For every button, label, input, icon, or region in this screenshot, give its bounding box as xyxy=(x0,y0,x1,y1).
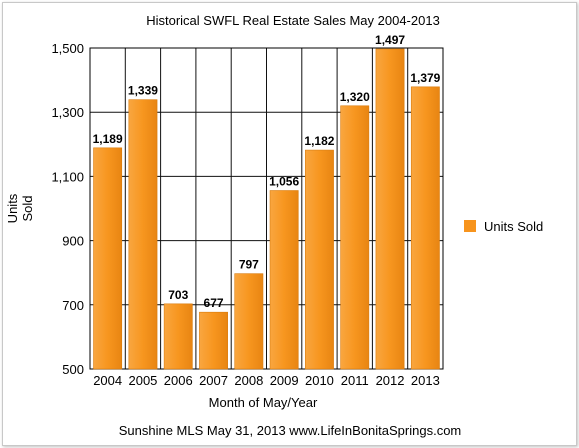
data-label: 1,497 xyxy=(375,33,405,47)
legend: Units Sold xyxy=(464,219,543,234)
y-tick-label: 1,500 xyxy=(51,41,84,56)
y-axis-ticks: 500 700 900 1,100 1,300 1,500 xyxy=(51,41,84,377)
x-tick-label: 2006 xyxy=(164,373,193,388)
y-tick-label: 1,300 xyxy=(51,105,84,120)
plot-border xyxy=(89,47,444,370)
data-label: 703 xyxy=(168,288,188,302)
data-label: 677 xyxy=(204,296,224,310)
chart: Historical SWFL Real Estate Sales May 20… xyxy=(5,13,543,438)
x-axis-ticks: 2004 2005 2006 2007 2008 2009 2010 2011 2012 2013 xyxy=(93,373,440,388)
x-tick-label: 2009 xyxy=(270,373,299,388)
y-tick-label: 500 xyxy=(62,362,84,377)
data-label: 1,182 xyxy=(304,134,334,148)
chart-title: Historical SWFL Real Estate Sales May 20… xyxy=(146,13,440,28)
data-label: 1,320 xyxy=(340,90,370,104)
legend-swatch xyxy=(464,220,476,232)
data-label: 1,379 xyxy=(410,71,440,85)
bar xyxy=(163,303,193,370)
x-tick-label: 2013 xyxy=(411,373,440,388)
y-tick-label: 700 xyxy=(62,298,84,313)
data-label: 797 xyxy=(239,258,259,272)
x-tick-label: 2004 xyxy=(93,373,122,388)
source-note: Sunshine MLS May 31, 2013 www.LifeInBoni… xyxy=(119,423,462,438)
bar xyxy=(128,99,158,370)
y-axis-title-line-1: Units xyxy=(5,193,20,223)
y-tick-label: 1,100 xyxy=(51,169,84,184)
bar xyxy=(234,273,264,370)
data-label: 1,339 xyxy=(128,84,158,98)
x-tick-label: 2005 xyxy=(128,373,157,388)
x-tick-label: 2007 xyxy=(199,373,228,388)
bar xyxy=(410,86,440,370)
x-tick-label: 2008 xyxy=(234,373,263,388)
bar xyxy=(269,190,299,370)
bar xyxy=(305,149,334,370)
x-tick-label: 2010 xyxy=(305,373,334,388)
bar xyxy=(340,105,370,370)
data-label: 1,056 xyxy=(269,175,299,189)
bar xyxy=(199,311,228,370)
bar xyxy=(93,147,123,370)
bars xyxy=(93,48,440,370)
data-labels: 1,189 1,339 703 677 797 1,056 1,182 1,320 1,497 1… xyxy=(93,33,441,310)
x-tick-label: 2011 xyxy=(341,373,369,388)
x-axis-title: Month of May/Year xyxy=(209,395,318,410)
data-label: 1,189 xyxy=(93,132,123,146)
legend-label: Units Sold xyxy=(484,219,543,234)
bar xyxy=(375,48,405,370)
y-axis-title-line-2: Sold xyxy=(20,195,35,221)
y-tick-label: 900 xyxy=(62,234,84,249)
x-tick-label: 2012 xyxy=(376,373,405,388)
